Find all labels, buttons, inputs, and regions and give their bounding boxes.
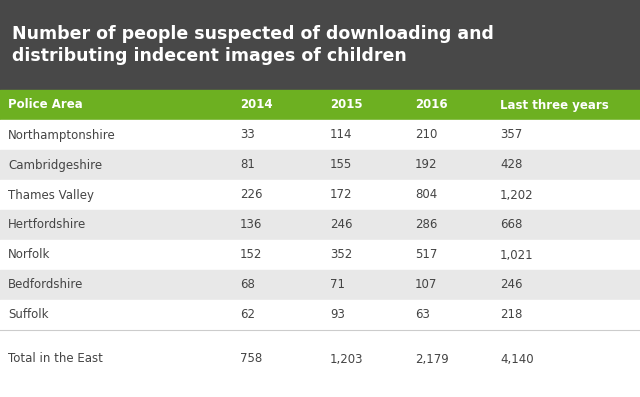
Text: 107: 107 [415, 279, 437, 291]
Text: 136: 136 [240, 218, 262, 231]
Text: 758: 758 [240, 353, 262, 366]
Text: Thames Valley: Thames Valley [8, 189, 94, 202]
Text: Total in the East: Total in the East [8, 353, 103, 366]
Text: 81: 81 [240, 158, 255, 172]
Text: 2015: 2015 [330, 98, 363, 112]
Text: 152: 152 [240, 249, 262, 262]
Text: 155: 155 [330, 158, 352, 172]
Text: 226: 226 [240, 189, 262, 202]
Text: 210: 210 [415, 129, 437, 141]
Text: 1,202: 1,202 [500, 189, 534, 202]
Text: 33: 33 [240, 129, 255, 141]
Text: Hertfordshire: Hertfordshire [8, 218, 86, 231]
Text: Northamptonshire: Northamptonshire [8, 129, 116, 141]
Text: 71: 71 [330, 279, 345, 291]
Text: Police Area: Police Area [8, 98, 83, 112]
Text: Bedfordshire: Bedfordshire [8, 279, 83, 291]
Text: 2016: 2016 [415, 98, 447, 112]
Text: 62: 62 [240, 308, 255, 322]
Text: 668: 668 [500, 218, 522, 231]
Text: 68: 68 [240, 279, 255, 291]
Text: 114: 114 [330, 129, 353, 141]
Text: 357: 357 [500, 129, 522, 141]
Text: 192: 192 [415, 158, 438, 172]
Text: 218: 218 [500, 308, 522, 322]
Text: Last three years: Last three years [500, 98, 609, 112]
Text: 63: 63 [415, 308, 430, 322]
Text: 286: 286 [415, 218, 437, 231]
Text: Cambridgeshire: Cambridgeshire [8, 158, 102, 172]
Text: Suffolk: Suffolk [8, 308, 49, 322]
Text: 1,021: 1,021 [500, 249, 534, 262]
Text: Norfolk: Norfolk [8, 249, 51, 262]
Text: 246: 246 [330, 218, 353, 231]
Text: Number of people suspected of downloading and
distributing indecent images of ch: Number of people suspected of downloadin… [12, 25, 494, 66]
Text: 804: 804 [415, 189, 437, 202]
Text: 246: 246 [500, 279, 522, 291]
Text: 428: 428 [500, 158, 522, 172]
Text: 4,140: 4,140 [500, 353, 534, 366]
Text: 93: 93 [330, 308, 345, 322]
Text: 2,179: 2,179 [415, 353, 449, 366]
Text: 1,203: 1,203 [330, 353, 364, 366]
Text: 172: 172 [330, 189, 353, 202]
Text: 352: 352 [330, 249, 352, 262]
Text: 2014: 2014 [240, 98, 273, 112]
Text: 517: 517 [415, 249, 437, 262]
